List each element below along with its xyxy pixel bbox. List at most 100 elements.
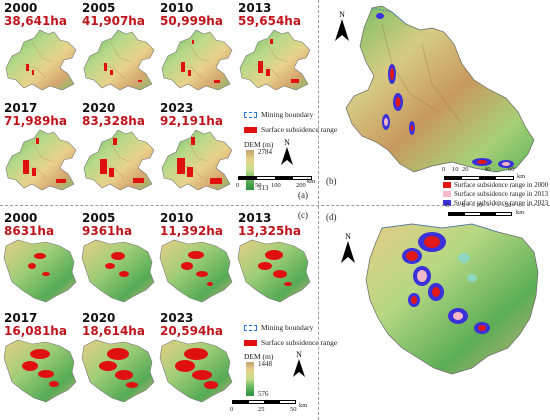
scale-unit: km — [516, 209, 525, 216]
dem-max-c: 1448 — [258, 360, 272, 368]
area-label: 92,191ha — [160, 114, 223, 128]
year-label: 2000 — [4, 1, 38, 15]
map-a-6-shape — [158, 128, 234, 194]
area-label: 38,641ha — [4, 14, 67, 28]
panel-label-a: (a) — [298, 190, 308, 200]
legend-subsidence: Surface subsidence range — [244, 125, 337, 134]
dem-title-c: DEM (m) — [244, 352, 274, 361]
map-a-4: 2017 71,989ha — [2, 102, 78, 197]
subsidence-swatch — [244, 339, 257, 346]
map-a-5: 2020 83,328ha — [80, 102, 156, 197]
map-c-6: 2023 20,594ha — [158, 312, 234, 407]
map-c-5-shape — [80, 338, 156, 404]
scale-bar-b — [444, 176, 514, 180]
area-label: 83,328ha — [82, 114, 145, 128]
area-label: 11,392ha — [160, 224, 223, 238]
area-label: 16,081ha — [4, 324, 67, 338]
map-a-0-shape — [2, 28, 78, 94]
dem-title-a: DEM (m) — [244, 140, 274, 149]
north-label: N — [296, 350, 302, 359]
map-a-2: 2010 50,999ha — [158, 2, 234, 97]
year-label: 2017 — [4, 101, 38, 115]
map-a-6: 2023 92,191ha — [158, 102, 234, 197]
map-a-2-shape — [158, 28, 234, 94]
year-label: 2005 — [82, 1, 116, 15]
swatch — [443, 191, 451, 197]
year-label: 2017 — [4, 311, 38, 325]
map-a-1-shape — [80, 28, 156, 94]
mining-boundary-swatch — [244, 324, 257, 331]
map-c-2-shape — [158, 238, 234, 304]
legend-mining-boundary: Mining boundary — [244, 323, 313, 332]
legend-mining-boundary: Mining boundary — [244, 110, 313, 119]
area-label: 50,999ha — [160, 14, 223, 28]
area-label: 8631ha — [4, 224, 55, 238]
divider-horizontal — [0, 205, 550, 206]
map-c-5: 2020 18,614ha — [80, 312, 156, 407]
scale-tick: 200 — [296, 182, 306, 189]
map-a-3-shape — [236, 28, 312, 94]
map-a-0: 2000 38,641ha — [2, 2, 78, 97]
year-label: 2013 — [238, 1, 272, 15]
scale-bar-c — [232, 400, 296, 404]
north-arrow-icon: N — [280, 138, 294, 170]
map-c-0-shape — [2, 238, 78, 304]
scale-tick: 0 — [236, 182, 240, 189]
map-c-6-shape — [158, 338, 234, 404]
scale-tick: 50 — [255, 182, 262, 189]
legend-b-2013: Surface subsidence range in 2013 — [443, 190, 548, 198]
scale-bar-a — [238, 176, 312, 180]
year-label: 2020 — [82, 311, 116, 325]
map-b — [345, 5, 535, 173]
map-c-1: 2005 9361ha — [80, 212, 156, 307]
mining-boundary-swatch — [244, 111, 257, 118]
scale-tick: 100 — [271, 182, 281, 189]
scale-unit: km — [307, 178, 316, 185]
scale-tick: 0 — [442, 166, 446, 173]
map-c-4: 2017 16,081ha — [2, 312, 78, 407]
legend-subsidence: Surface subsidence range — [244, 338, 337, 347]
scale-tick: 50 — [290, 406, 297, 413]
map-c-3: 2013 13,325ha — [236, 212, 312, 307]
map-c-4-shape — [2, 338, 78, 404]
scale-tick: 40 — [484, 166, 491, 173]
scale-tick: 60 — [508, 166, 515, 173]
legend-b-2023: Surface subsidence range in 2023 — [443, 199, 548, 207]
map-a-3: 2013 59,654ha — [236, 2, 312, 97]
legend-text: Surface subsidence range — [261, 338, 338, 347]
area-label: 9361ha — [82, 224, 133, 238]
year-label: 2023 — [160, 311, 194, 325]
north-label: N — [284, 138, 290, 147]
dem-min-a: 513 — [258, 184, 269, 192]
panel-label-c: (c) — [298, 210, 308, 220]
area-label: 41,907ha — [82, 14, 145, 28]
area-label: 71,989ha — [4, 114, 67, 128]
area-label: 18,614ha — [82, 324, 145, 338]
scale-bar-d — [448, 212, 512, 216]
subsidence-swatch — [244, 126, 257, 133]
year-label: 2005 — [82, 211, 116, 225]
legend-text: Surface subsidence range in 2023 — [454, 199, 549, 207]
year-label: 2010 — [160, 211, 194, 225]
area-label: 20,594ha — [160, 324, 223, 338]
swatch — [443, 182, 451, 188]
map-d — [365, 223, 539, 375]
area-label: 13,325ha — [238, 224, 301, 238]
legend-text: Surface subsidence range in 2000 — [454, 181, 549, 189]
map-c-2: 2010 11,392ha — [158, 212, 234, 307]
year-label: 2020 — [82, 101, 116, 115]
north-arrow-icon: N — [334, 10, 350, 46]
dem-bar-c — [246, 362, 254, 396]
north-label: N — [345, 232, 351, 241]
north-label: N — [339, 10, 345, 19]
area-label: 59,654ha — [238, 14, 301, 28]
swatch — [443, 200, 451, 206]
scale-tick: 0 — [230, 406, 234, 413]
map-a-1: 2005 41,907ha — [80, 2, 156, 97]
scale-tick: 25 — [258, 406, 265, 413]
map-a-5-shape — [80, 128, 156, 194]
year-label: 2023 — [160, 101, 194, 115]
north-arrow-icon: N — [292, 350, 306, 382]
scale-unit: km — [517, 173, 526, 180]
dem-min-c: 576 — [258, 390, 269, 398]
